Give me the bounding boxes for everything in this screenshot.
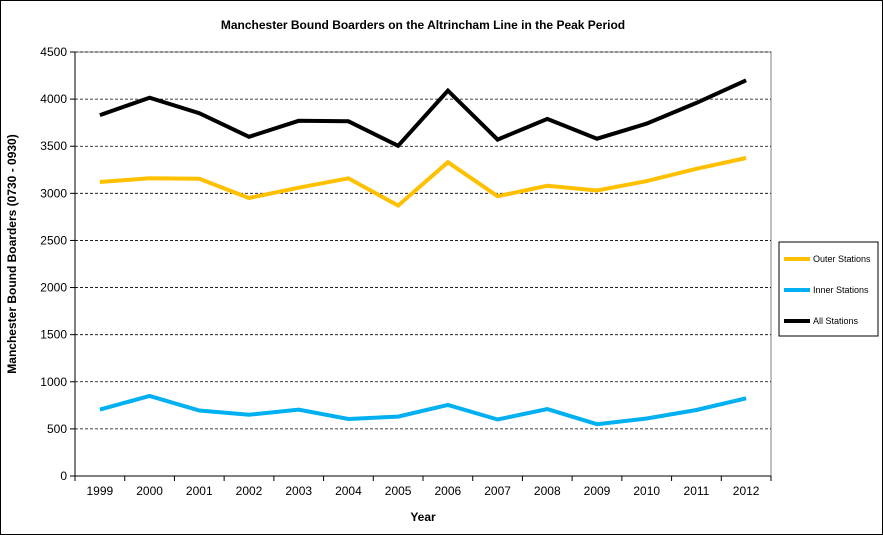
x-tick-label: 2012 [733, 484, 760, 498]
x-tick-label: 2002 [236, 484, 263, 498]
y-tick-label: 500 [47, 422, 67, 436]
y-tick-label: 2000 [40, 281, 67, 295]
y-tick-label: 4500 [40, 45, 67, 59]
x-tick-label: 2006 [435, 484, 462, 498]
y-axis-title: Manchester Bound Boarders (0730 - 0930) [5, 134, 19, 373]
x-tick-label: 2010 [633, 484, 660, 498]
x-axis-title: Year [410, 510, 436, 524]
legend-label-outer-stations: Outer Stations [813, 254, 871, 264]
x-tick-label: 2009 [584, 484, 611, 498]
y-tick-label: 3000 [40, 186, 67, 200]
series-lines [99, 78, 747, 427]
y-tick-label: 0 [60, 469, 67, 483]
x-tick-label: 2011 [684, 484, 710, 498]
x-tick-label: 2007 [484, 484, 511, 498]
legend: Outer Stations Inner Stations All Stations [778, 241, 879, 337]
gridlines [75, 51, 771, 430]
y-tick-label: 1000 [40, 375, 67, 389]
x-tick-label: 2004 [335, 484, 362, 498]
plot-border [74, 51, 772, 477]
y-tick-label: 4000 [40, 92, 67, 106]
plot-area [74, 51, 772, 477]
legend-label-all-stations: All Stations [813, 316, 859, 326]
series-line-inner-stations [99, 393, 747, 427]
chart-title: Manchester Bound Boarders on the Altrinc… [221, 18, 625, 32]
y-tick-label: 1500 [40, 328, 67, 342]
y-tick-label: 3500 [40, 139, 67, 153]
x-tick-label: 2008 [534, 484, 561, 498]
legend-label-inner-stations: Inner Stations [813, 285, 869, 295]
y-tick-label: 2500 [40, 233, 67, 247]
x-tick-label: 2000 [136, 484, 163, 498]
x-tick-label: 2005 [385, 484, 412, 498]
x-axis-ticks: 1999 2000 2001 2002 2003 2004 2005 2006 2007 2008… [74, 476, 772, 498]
series-line-all-stations [99, 78, 747, 149]
x-tick-label: 1999 [87, 484, 114, 498]
x-tick-label: 2003 [285, 484, 312, 498]
x-tick-label: 2001 [186, 484, 213, 498]
series-line-outer-stations [99, 156, 747, 209]
